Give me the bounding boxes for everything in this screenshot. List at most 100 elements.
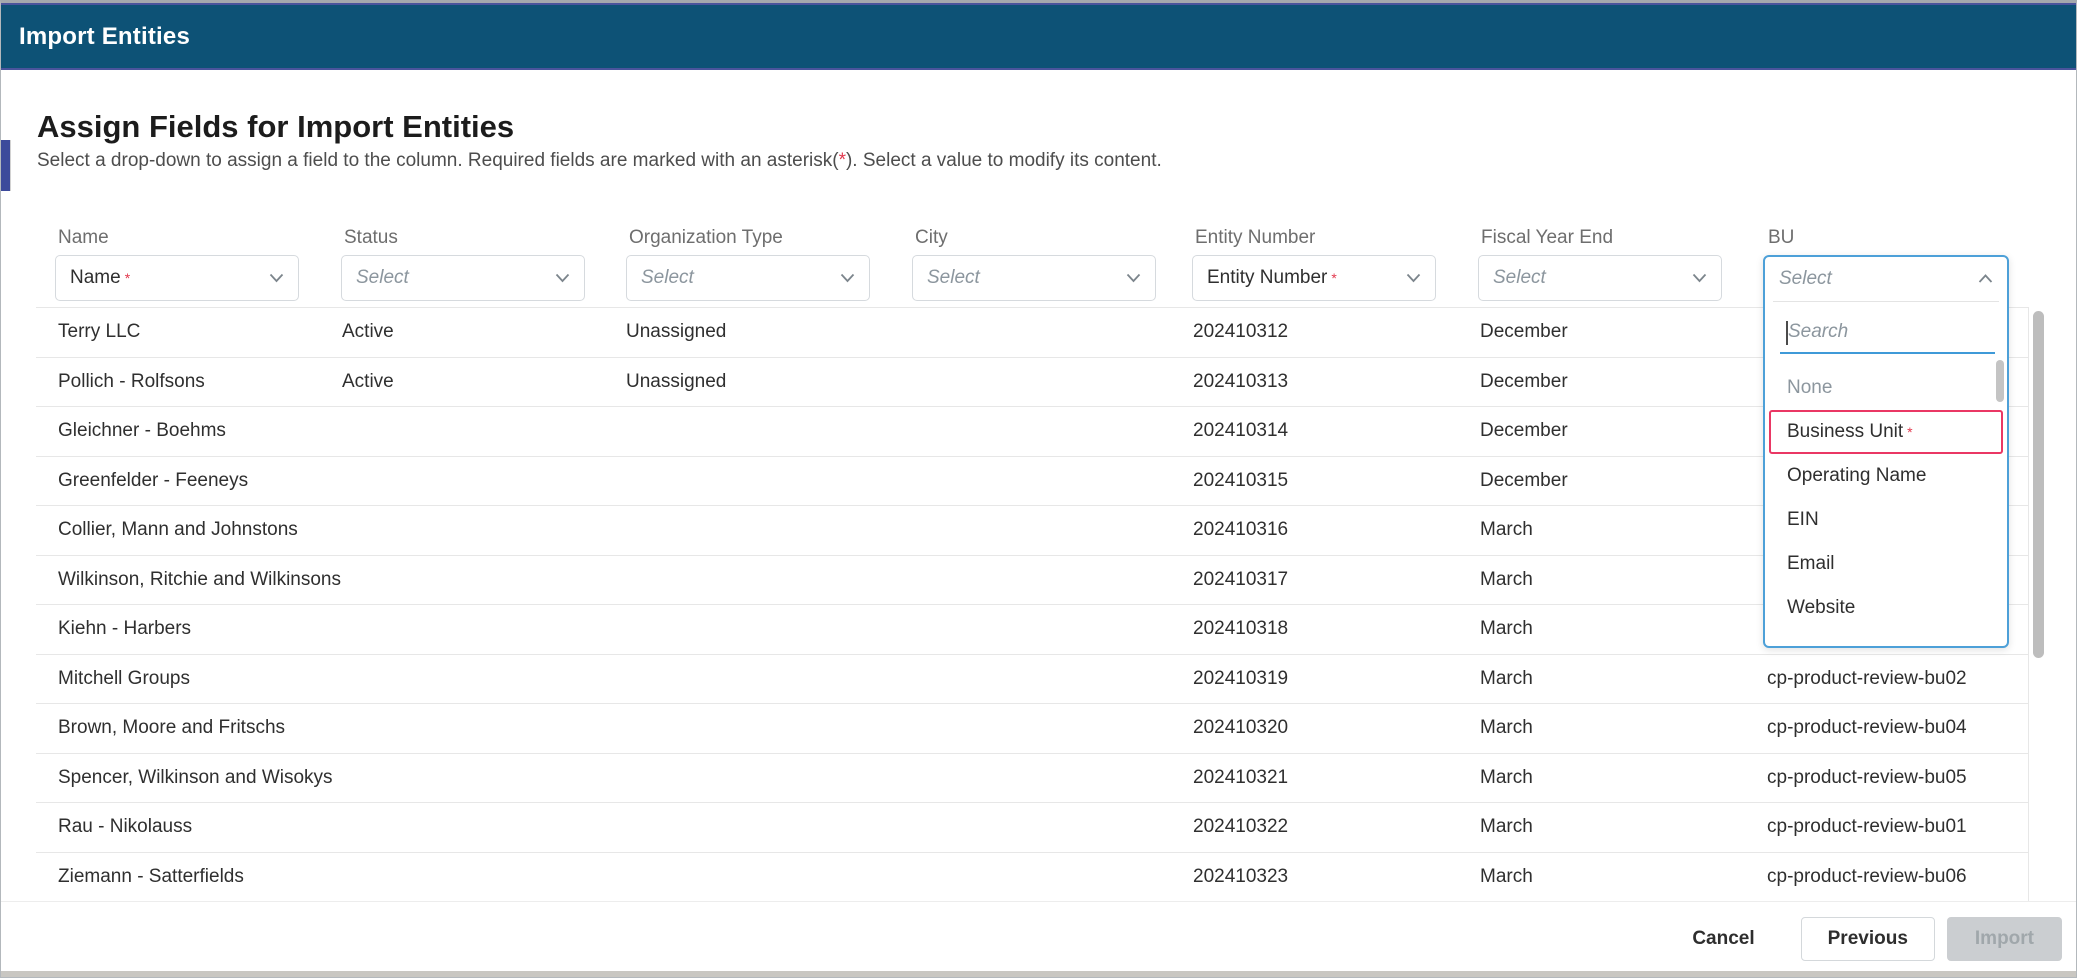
cell-fiscal-year-end[interactable]: March <box>1480 816 1533 838</box>
fiscal-year-end-field-select[interactable]: Select <box>1478 255 1722 301</box>
page-title: Assign Fields for Import Entities <box>37 109 515 144</box>
window-bottom-edge <box>1 971 2076 977</box>
field-column-fiscal-year-end: Fiscal Year End Select <box>1478 227 1722 301</box>
cell-name[interactable]: Rau - Nikolauss <box>58 816 193 838</box>
cell-fiscal-year-end[interactable]: March <box>1480 766 1533 788</box>
column-header-organization-type: Organization Type <box>629 227 783 248</box>
cell-entity-number[interactable]: 202410323 <box>1193 865 1289 887</box>
cell-fiscal-year-end[interactable]: December <box>1480 469 1568 491</box>
dropdown-option-website[interactable]: Website <box>1787 597 1856 618</box>
entity-number-field-select[interactable]: Entity Number * <box>1192 255 1436 301</box>
table-row: Mitchell Groups 202410319 March cp-product-… <box>36 654 2028 704</box>
cell-entity-number[interactable]: 202410318 <box>1193 618 1289 640</box>
cell-fiscal-year-end[interactable]: December <box>1480 370 1568 392</box>
cell-bu[interactable]: cp-product-review-bu01 <box>1767 816 1967 838</box>
cell-name[interactable]: Terry LLC <box>58 321 141 343</box>
cell-name[interactable]: Mitchell Groups <box>58 667 190 689</box>
cell-status[interactable]: Active <box>342 370 394 392</box>
cell-org-type[interactable]: Unassigned <box>626 370 727 392</box>
cell-fiscal-year-end[interactable]: March <box>1480 618 1533 640</box>
table-scrollbar[interactable] <box>2033 311 2044 658</box>
cell-entity-number[interactable]: 202410314 <box>1193 420 1289 442</box>
cell-bu[interactable]: cp-product-review-bu02 <box>1767 667 1967 689</box>
column-header-city: City <box>915 227 948 248</box>
field-column-status: Status Select <box>341 227 585 301</box>
table-row: Ziemann - Satterfields 202410323 March cp-p… <box>36 852 2028 902</box>
column-header-bu: BU <box>1768 227 1795 248</box>
bu-field-select[interactable]: Select <box>1765 257 2007 301</box>
cell-name[interactable]: Collier, Mann and Johnstons <box>58 519 298 541</box>
required-asterisk: * <box>1331 270 1337 286</box>
cell-entity-number[interactable]: 202410319 <box>1193 667 1289 689</box>
cell-entity-number[interactable]: 202410315 <box>1193 469 1289 491</box>
chevron-down-icon <box>840 273 855 283</box>
cell-name[interactable]: Kiehn - Harbers <box>58 618 192 640</box>
city-field-select[interactable]: Select <box>912 255 1156 301</box>
table-row: Kiehn - Harbers 202410318 March <box>36 605 2028 655</box>
cell-name[interactable]: Ziemann - Satterfields <box>58 865 244 887</box>
previous-button[interactable]: Previous <box>1800 916 1935 961</box>
dropdown-search-input[interactable] <box>1780 312 1995 352</box>
cell-fiscal-year-end[interactable]: March <box>1480 667 1533 689</box>
dropdown-option-business-unit[interactable]: Business Unit * <box>1769 410 2003 454</box>
table-row: Collier, Mann and Johnstons 202410316 Marc… <box>36 506 2028 556</box>
import-button[interactable]: Import <box>1946 916 2062 961</box>
cell-name[interactable]: Brown, Moore and Fritschs <box>58 717 286 739</box>
cell-entity-number[interactable]: 202410312 <box>1193 321 1289 343</box>
cell-bu[interactable]: cp-product-review-bu05 <box>1767 766 1967 788</box>
cell-name[interactable]: Pollich - Rolfsons <box>58 370 205 392</box>
field-column-entity-number: Entity Number Entity Number * <box>1192 227 1436 301</box>
divider <box>1773 301 1999 302</box>
page-subtitle: Select a drop-down to assign a field to … <box>37 150 1162 171</box>
modal-title: Import Entities <box>19 22 191 50</box>
cell-fiscal-year-end[interactable]: March <box>1480 568 1533 590</box>
cell-name[interactable]: Greenfelder - Feeneys <box>58 469 249 491</box>
dropdown-option-email[interactable]: Email <box>1787 553 1835 574</box>
cell-bu[interactable]: cp-product-review-bu04 <box>1767 717 1967 739</box>
cell-fiscal-year-end[interactable]: March <box>1480 717 1533 739</box>
table-row: Wilkinson, Ritchie and Wilkinsons 2024103… <box>36 555 2028 605</box>
name-field-select[interactable]: Name * <box>55 255 299 301</box>
cell-entity-number[interactable]: 202410322 <box>1193 816 1289 838</box>
cell-name[interactable]: Gleichner - Boehms <box>58 420 226 442</box>
import-preview-table: Terry LLC Active Unassigned 202410312 Decemb… <box>36 307 2029 902</box>
cancel-button[interactable]: Cancel <box>1682 917 1764 961</box>
cell-bu[interactable]: cp-product-review-bu06 <box>1767 865 1967 887</box>
cell-entity-number[interactable]: 202410321 <box>1193 766 1289 788</box>
chevron-down-icon <box>1406 273 1421 283</box>
column-header-fiscal-year-end: Fiscal Year End <box>1481 227 1614 248</box>
column-header-entity-number: Entity Number <box>1195 227 1316 248</box>
cell-entity-number[interactable]: 202410320 <box>1193 717 1289 739</box>
table-row: Greenfelder - Feeneys 202410315 December <box>36 456 2028 506</box>
field-column-bu: BU <box>1765 227 2009 249</box>
cell-entity-number[interactable]: 202410313 <box>1193 370 1289 392</box>
field-column-city: City Select <box>912 227 1156 301</box>
cell-fiscal-year-end[interactable]: December <box>1480 420 1568 442</box>
cell-entity-number[interactable]: 202410317 <box>1193 568 1289 590</box>
cell-name[interactable]: Spencer, Wilkinson and Wisokys <box>58 766 333 788</box>
cell-entity-number[interactable]: 202410316 <box>1193 519 1289 541</box>
field-column-name: Name Name * <box>55 227 299 301</box>
required-asterisk: * <box>838 150 846 171</box>
cell-fiscal-year-end[interactable]: December <box>1480 321 1568 343</box>
dropdown-option-ein[interactable]: EIN <box>1787 509 1819 530</box>
bu-field-dropdown: Select None Business Unit* Operating Nam… <box>1763 255 2009 648</box>
cell-fiscal-year-end[interactable]: March <box>1480 519 1533 541</box>
chevron-down-icon <box>555 273 570 283</box>
organization-type-field-select[interactable]: Select <box>626 255 870 301</box>
cell-fiscal-year-end[interactable]: March <box>1480 865 1533 887</box>
table-row: Spencer, Wilkinson and Wisokys 202410321 M… <box>36 753 2028 803</box>
dropdown-option-none[interactable]: None <box>1787 377 1833 398</box>
background-app-edge <box>1 140 11 191</box>
required-asterisk: * <box>1907 424 1913 440</box>
cell-status[interactable]: Active <box>342 321 394 343</box>
cell-org-type[interactable]: Unassigned <box>626 321 727 343</box>
cell-name[interactable]: Wilkinson, Ritchie and Wilkinsons <box>58 568 341 590</box>
status-field-select[interactable]: Select <box>341 255 585 301</box>
field-column-organization-type: Organization Type Select <box>626 227 870 301</box>
table-row: Terry LLC Active Unassigned 202410312 Decemb… <box>36 308 2028 358</box>
dropdown-scrollbar[interactable] <box>1996 360 2004 402</box>
table-row: Brown, Moore and Fritschs 202410320 March c… <box>36 704 2028 754</box>
dropdown-option-operating-name[interactable]: Operating Name <box>1787 465 1927 486</box>
